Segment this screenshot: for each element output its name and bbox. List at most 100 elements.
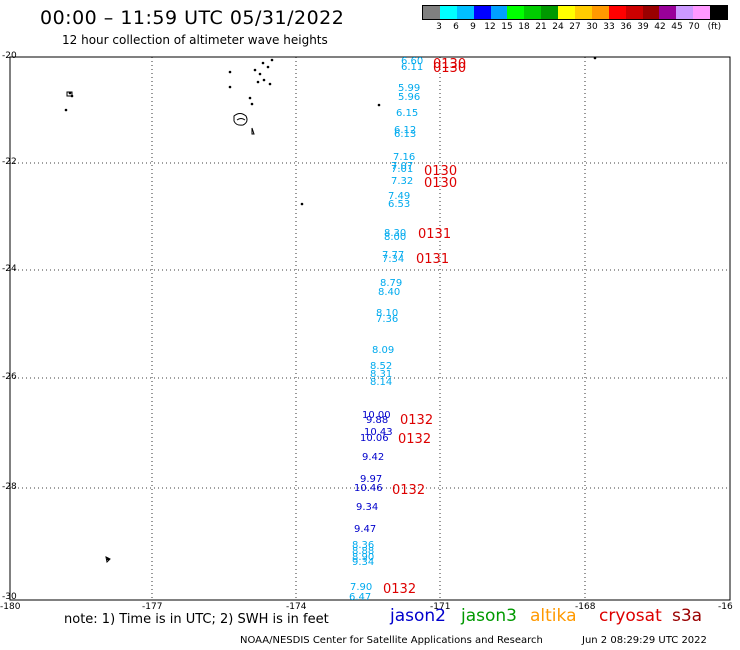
color-scale-label: 6 [453,22,459,32]
latitude-label: -28 [2,482,17,492]
wave-height-label: 8.14 [370,377,392,388]
color-scale-label: 42 [654,22,666,32]
wave-height-label: 8.90 [352,552,374,563]
satellite-legend-jason3: jason3 [461,606,517,626]
island-outline [262,78,266,82]
island-outline [228,70,232,74]
wave-height-label: 7.77 [382,250,404,261]
wave-height-label: 5.96 [398,92,420,103]
color-swatch [625,6,643,19]
credit-text: NOAA/NESDIS Center for Satellite Applica… [240,635,543,646]
wave-height-label: 8.09 [372,345,394,356]
island-outline [261,61,265,65]
latitude-label: -26 [2,372,17,382]
wave-height-label: 7.49 [388,191,410,202]
wave-height-label: 8.40 [378,287,400,298]
wave-height-label: 7.90 [350,582,372,593]
pass-time-label: 0132 [392,483,425,498]
satellite-legend-s3a: s3a [672,606,703,626]
longitude-label: -171 [430,602,451,612]
wave-height-label: 6.47 [349,592,371,603]
island-outline [250,102,254,106]
satellite-legend-cryosat: cryosat [599,606,662,626]
color-swatch [642,6,660,19]
color-swatch [423,6,440,19]
color-swatch [659,6,677,19]
island-outline [268,82,272,86]
wave-height-label: 10.46 [354,483,383,494]
color-scale-label: 39 [637,22,649,32]
wave-height-label: 10.43 [364,427,393,438]
island-outline [300,202,304,206]
color-swatch [541,6,559,19]
color-swatch [608,6,626,19]
color-scale-labels: 3 6 9 12 15 18 21 24 27 30 33 36 39 42 45 70 (ft) [422,22,728,34]
longitude-label: -168 [575,602,596,612]
color-swatch [693,6,711,19]
island-outline [253,68,257,72]
wave-height-label: 7.32 [391,176,413,187]
color-scale-label: 15 [501,22,513,32]
wave-height-label: 6.13 [394,129,416,140]
island-outline [593,56,597,60]
wave-height-label: 9.47 [354,524,376,535]
island-outline [66,91,73,97]
color-scale-label: 24 [552,22,564,32]
map-title: 00:00 – 11:59 UTC 05/31/2022 [40,7,345,29]
wave-height-label: 7.16 [393,152,415,163]
pass-time-label: 0132 [400,413,433,428]
latitude-label: -30 [2,592,17,602]
wave-height-label: 10.06 [360,433,389,444]
wave-height-label: 7.36 [376,314,398,325]
wave-height-label: 6.60 [401,56,423,67]
wave-height-label: 6.15 [396,108,418,119]
longitude-label: -174 [286,602,307,612]
wave-height-label: 8.31 [370,369,392,380]
island-outline [228,85,232,89]
wave-height-label: 8.30 [384,228,406,239]
generated-timestamp: Jun 2 08:29:29 UTC 2022 [582,635,707,646]
wave-height-label: 10.00 [362,410,391,421]
color-scale-label: 12 [484,22,496,32]
footnote: note: 1) Time is in UTC; 2) SWH is in fe… [64,612,329,627]
color-scale-label: 27 [569,22,581,32]
color-scale-label: 3 [436,22,442,32]
island-outline [233,113,248,126]
color-scale-bar [422,5,728,20]
wave-height-label: 8.10 [376,308,398,319]
pass-time-label: 0132 [398,432,431,447]
pass-time-label: 0130 [433,61,466,76]
wave-height-label: 5.99 [398,83,420,94]
wave-height-label: 9.88 [366,415,388,426]
pass-time-label: 0132 [383,582,416,597]
wave-height-label: 8.79 [380,278,402,289]
wave-height-label: 7.01 [391,164,413,175]
island-outline [236,118,246,121]
island-outline [105,556,111,564]
color-swatch [490,6,508,19]
wave-height-label: 8.36 [352,540,374,551]
latitude-label: -24 [2,264,17,274]
color-swatch [439,6,457,19]
color-scale-label: 36 [620,22,632,32]
island-outline [64,108,68,112]
latitude-label: -22 [2,157,17,167]
wave-height-label: 6.12 [394,125,416,136]
color-scale-label: 30 [586,22,598,32]
wave-height-label: 9.97 [360,474,382,485]
satellite-legend-jason2: jason2 [390,606,446,626]
pass-time-label: 0131 [418,227,451,242]
island-outline [258,72,262,76]
island-outline [256,80,260,84]
wave-height-label: 8.00 [384,232,406,243]
latitude-label: -20 [2,51,17,61]
satellite-legend-altika: altika [530,606,577,626]
island-outline [270,58,274,62]
wave-height-label: 8.52 [370,361,392,372]
color-scale-unit: (ft) [707,22,722,32]
color-swatch [710,6,728,19]
color-swatch [456,6,474,19]
color-swatch [591,6,609,19]
map-subtitle: 12 hour collection of altimeter wave hei… [62,33,328,47]
